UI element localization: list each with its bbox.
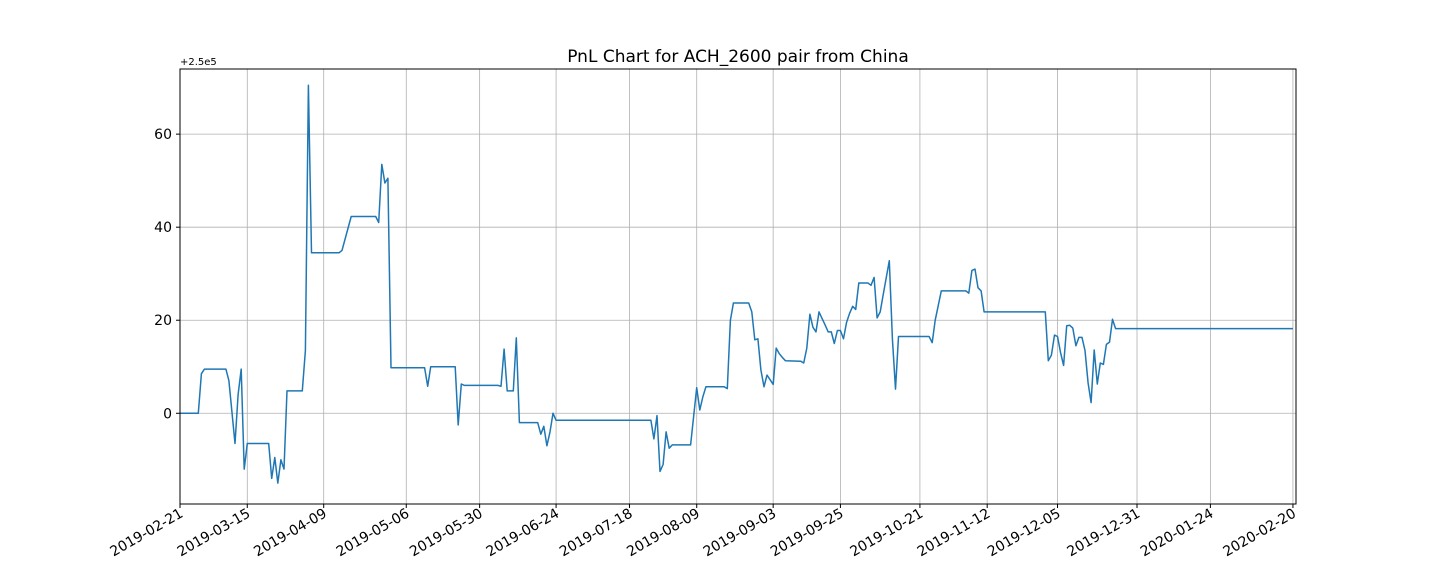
x-tick-label: 2019-03-15 bbox=[175, 506, 253, 561]
x-tick-label: 2019-05-30 bbox=[407, 506, 485, 561]
y-axis-ticks: 0 20 40 60 bbox=[154, 127, 180, 422]
y-tick-label: 0 bbox=[163, 406, 172, 422]
x-tick-label: 2019-11-12 bbox=[915, 506, 993, 561]
x-tick-label: 2019-12-05 bbox=[985, 506, 1063, 561]
x-tick-label: 2019-06-24 bbox=[484, 506, 563, 561]
plot-area-frame bbox=[179, 68, 1297, 505]
chart-title: PnL Chart for ACH_2600 pair from China bbox=[567, 47, 909, 67]
x-tick-label: 2019-02-21 bbox=[108, 506, 186, 561]
x-tick-label: 2019-09-03 bbox=[701, 506, 779, 561]
y-tick-label: 40 bbox=[154, 220, 172, 236]
series-layer bbox=[180, 84, 1293, 484]
grid-lines bbox=[179, 69, 1296, 504]
y-axis-offset-label: +2.5e5 bbox=[180, 57, 217, 68]
x-tick-label: 2019-12-31 bbox=[1065, 506, 1143, 561]
x-tick-label: 2019-04-09 bbox=[251, 506, 329, 561]
pnl-series-line bbox=[180, 84, 1293, 484]
x-tick-label: 2020-02-20 bbox=[1220, 506, 1298, 561]
x-tick-label: 2019-08-09 bbox=[624, 506, 702, 561]
x-tick-label: 2019-10-21 bbox=[847, 506, 925, 561]
y-tick-label: 60 bbox=[154, 127, 172, 143]
x-tick-label: 2020-01-24 bbox=[1138, 506, 1217, 561]
x-tick-label: 2019-05-06 bbox=[334, 506, 413, 561]
x-tick-label: 2019-09-25 bbox=[768, 506, 846, 561]
x-tick-label: 2019-07-18 bbox=[557, 506, 635, 561]
y-tick-label: 20 bbox=[154, 313, 172, 329]
